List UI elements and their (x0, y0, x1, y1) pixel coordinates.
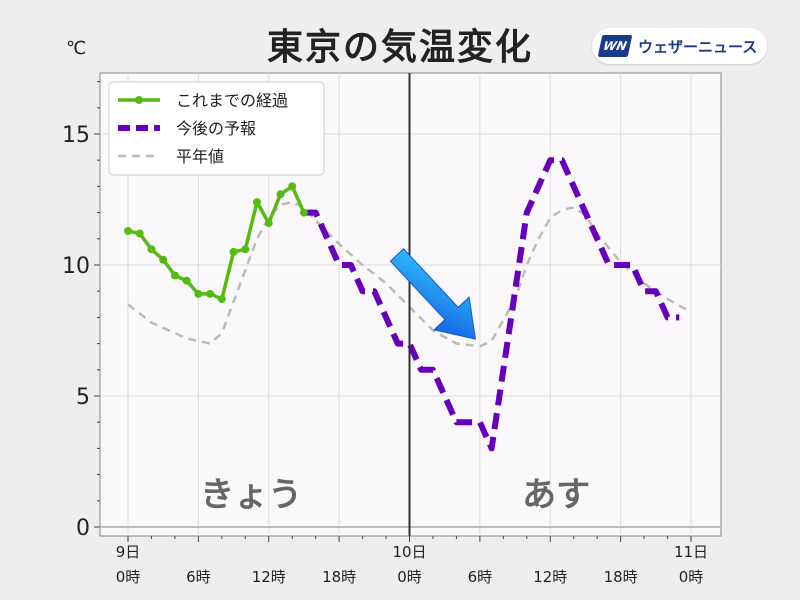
x-tick-label-hour: 0時 (679, 568, 704, 586)
series-observed-point (229, 247, 238, 256)
page-title: 東京の気温変化 (266, 27, 533, 68)
series-observed-point (206, 289, 215, 298)
period-label: きょう (200, 475, 302, 515)
x-tick-label-hour: 0時 (397, 568, 422, 586)
legend-label: 平年値 (176, 147, 224, 166)
x-tick-label-hour: 18時 (604, 568, 638, 586)
legend-swatch-observed-marker (135, 96, 143, 104)
period-label: あす (522, 475, 590, 515)
series-observed-point (159, 255, 168, 264)
weathernews-logo[interactable]: WN ウェザーニュース (592, 28, 767, 64)
y-tick-label: 5 (76, 385, 90, 410)
series-observed-point (253, 198, 262, 207)
axis-labels: 9日 0時 6時 12時 18時 10日 0時 6時 12時 18時 11日 0時 0 5 10 15 (62, 81, 708, 586)
x-tick-label-hour: 12時 (252, 568, 286, 586)
x-tick-label-day: 10日 (392, 543, 426, 561)
y-tick-label: 15 (62, 123, 90, 148)
logo-text: ウェザーニュース (638, 38, 758, 56)
x-tick-label-hour: 6時 (468, 568, 493, 586)
x-tick-label-hour: 12時 (533, 568, 567, 586)
series-observed-point (135, 229, 144, 238)
x-tick-label-day: 9日 (116, 543, 141, 561)
legend-box (108, 81, 325, 176)
series-observed-point (147, 245, 156, 254)
series-observed-point (299, 208, 308, 217)
series-observed-point (288, 182, 297, 191)
series-observed-point (217, 295, 226, 304)
x-tick-label-hour: 0時 (116, 568, 141, 586)
overlay: きょう あす (200, 73, 590, 536)
series-observed-point (124, 226, 132, 235)
legend-label: 今後の予報 (176, 119, 256, 138)
series-layer (124, 157, 692, 452)
y-tick-label: 0 (76, 516, 90, 541)
trend-arrow-icon (389, 248, 477, 340)
series-normal-line (127, 200, 692, 348)
series-observed-point (264, 219, 273, 228)
x-tick-label-hour: 6時 (186, 568, 211, 586)
x-tick-label-day: 11日 (674, 543, 708, 561)
series-observed-point (182, 276, 191, 285)
series-observed-point (170, 271, 179, 280)
series-observed-point (241, 245, 250, 254)
trend-arrow-shape (389, 248, 477, 340)
series-observed-point (276, 190, 285, 199)
y-axis-unit: ℃ (66, 38, 87, 59)
x-tick-label-hour: 18時 (322, 568, 356, 586)
series-observed-point (194, 289, 203, 298)
y-tick-label: 10 (62, 254, 90, 279)
series-observed-line (127, 184, 306, 301)
series-forecast-line (303, 157, 680, 452)
legend-label: これまでの経過 (176, 91, 288, 110)
